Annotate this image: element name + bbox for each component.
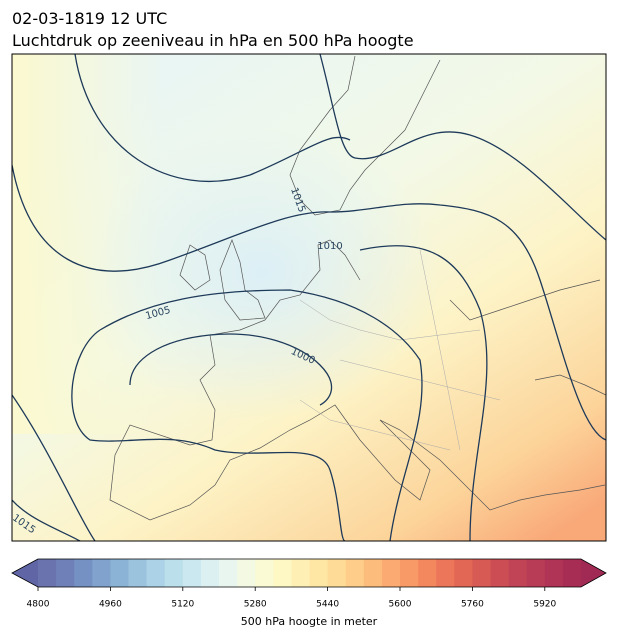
colorbar-segment: [38, 559, 57, 587]
borders: [299, 249, 501, 451]
colorbar-segment: [237, 559, 256, 587]
colorbar-tick-label: 5440: [316, 600, 339, 610]
map-frame: [11, 53, 607, 542]
colorbar-tick-label: 5920: [533, 600, 556, 610]
colorbar-segment: [345, 559, 365, 587]
colorbar-segment: [309, 559, 329, 587]
colorbar-segment: [110, 559, 129, 587]
colorbar: 4800 4960 5120 5280 5440 5600 5760 5920: [11, 558, 607, 610]
colorbar-label: 500 hPa hoogte in meter: [241, 615, 378, 628]
colorbar-tick-label: 4800: [27, 600, 50, 610]
colorbar-tick-label: 5760: [461, 600, 484, 610]
colorbar-segment: [291, 559, 310, 587]
colorbar-segment: [182, 559, 202, 587]
colorbar-segment: [363, 559, 383, 587]
title-line2: Luchtdruk op zeeniveau in hPa en 500 hPa…: [12, 31, 414, 50]
colorbar-tick-label: 5280: [244, 600, 267, 610]
colorbar-segment: [56, 559, 75, 587]
colorbar-segment: [74, 559, 93, 587]
title-line1: 02-03-1819 12 UTC: [12, 9, 167, 28]
colorbar-over: [581, 559, 606, 587]
colorbar-segment: [454, 559, 473, 587]
map: 1015 1010 1005 1000 1015: [12, 54, 606, 541]
colorbar-segment: [128, 559, 148, 587]
colorbar-tick-label: 4960: [99, 600, 122, 610]
colorbar-segment: [146, 559, 166, 587]
colorbar-segment: [472, 559, 491, 587]
colorbar-tick-label: 5120: [171, 600, 194, 610]
colorbar-segment: [273, 559, 292, 587]
colorbar-segment: [436, 559, 455, 587]
colorbar-segment: [92, 559, 111, 587]
colorbar-segment: [490, 559, 510, 587]
colorbar-segment: [219, 559, 238, 587]
colorbar-segment: [544, 559, 564, 587]
colorbar-segment: [508, 559, 528, 587]
colorbar-segment: [327, 559, 347, 587]
colorbar-tick-label: 5600: [389, 600, 412, 610]
colorbar-segment: [200, 559, 220, 587]
colorbar-segment: [418, 559, 437, 587]
colorbar-under: [12, 559, 38, 587]
colorbar-segment: [164, 559, 184, 587]
colorbar-segment: [255, 559, 274, 587]
isobars: [12, 54, 606, 541]
colorbar-segment: [562, 559, 582, 587]
colorbar-segment: [526, 559, 546, 587]
colorbar-segment: [381, 559, 401, 587]
colorbar-segment: [400, 559, 419, 587]
colorbar-outline: [11, 558, 607, 588]
isobar-label: 1010: [317, 241, 342, 252]
